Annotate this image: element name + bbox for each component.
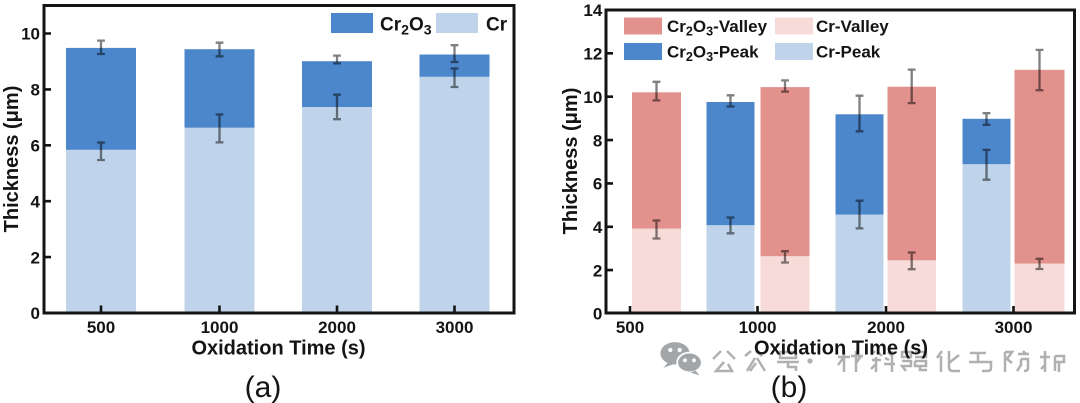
- svg-text:Thickness (μm): Thickness (μm): [1, 86, 23, 233]
- svg-text:2: 2: [593, 261, 602, 280]
- svg-text:Cr2O3-Peak: Cr2O3-Peak: [667, 43, 759, 65]
- svg-text:4: 4: [593, 218, 603, 237]
- svg-text:500: 500: [87, 318, 115, 337]
- svg-text:(b): (b): [771, 371, 808, 403]
- svg-text:2000: 2000: [867, 318, 905, 337]
- svg-text:Cr: Cr: [486, 15, 508, 36]
- svg-text:500: 500: [616, 318, 644, 337]
- svg-text:2: 2: [31, 248, 40, 267]
- svg-text:1000: 1000: [739, 318, 777, 337]
- svg-text:2000: 2000: [318, 318, 356, 337]
- svg-text:Thickness (μm): Thickness (μm): [560, 88, 582, 235]
- svg-text:14: 14: [583, 1, 602, 20]
- svg-text:8: 8: [593, 131, 602, 150]
- svg-text:12: 12: [583, 45, 602, 64]
- svg-text:3000: 3000: [436, 318, 474, 337]
- svg-text:Cr-Peak: Cr-Peak: [816, 43, 881, 62]
- svg-text:1000: 1000: [201, 318, 239, 337]
- svg-text:6: 6: [31, 137, 40, 156]
- svg-text:3000: 3000: [995, 318, 1033, 337]
- svg-text:0: 0: [593, 305, 602, 324]
- svg-text:0: 0: [31, 304, 40, 323]
- svg-text:Oxidation Time (s): Oxidation Time (s): [754, 338, 928, 360]
- svg-text:6: 6: [593, 175, 602, 194]
- svg-text:4: 4: [31, 192, 41, 211]
- svg-text:Cr-Valley: Cr-Valley: [816, 17, 889, 36]
- svg-text:Oxidation Time (s): Oxidation Time (s): [191, 338, 365, 360]
- svg-text:Cr2O3-Valley: Cr2O3-Valley: [667, 17, 768, 39]
- svg-text:Cr2O3: Cr2O3: [380, 15, 432, 38]
- svg-text:10: 10: [21, 25, 40, 44]
- svg-text:(a): (a): [245, 371, 282, 403]
- svg-text:10: 10: [583, 88, 602, 107]
- svg-text:8: 8: [31, 81, 40, 100]
